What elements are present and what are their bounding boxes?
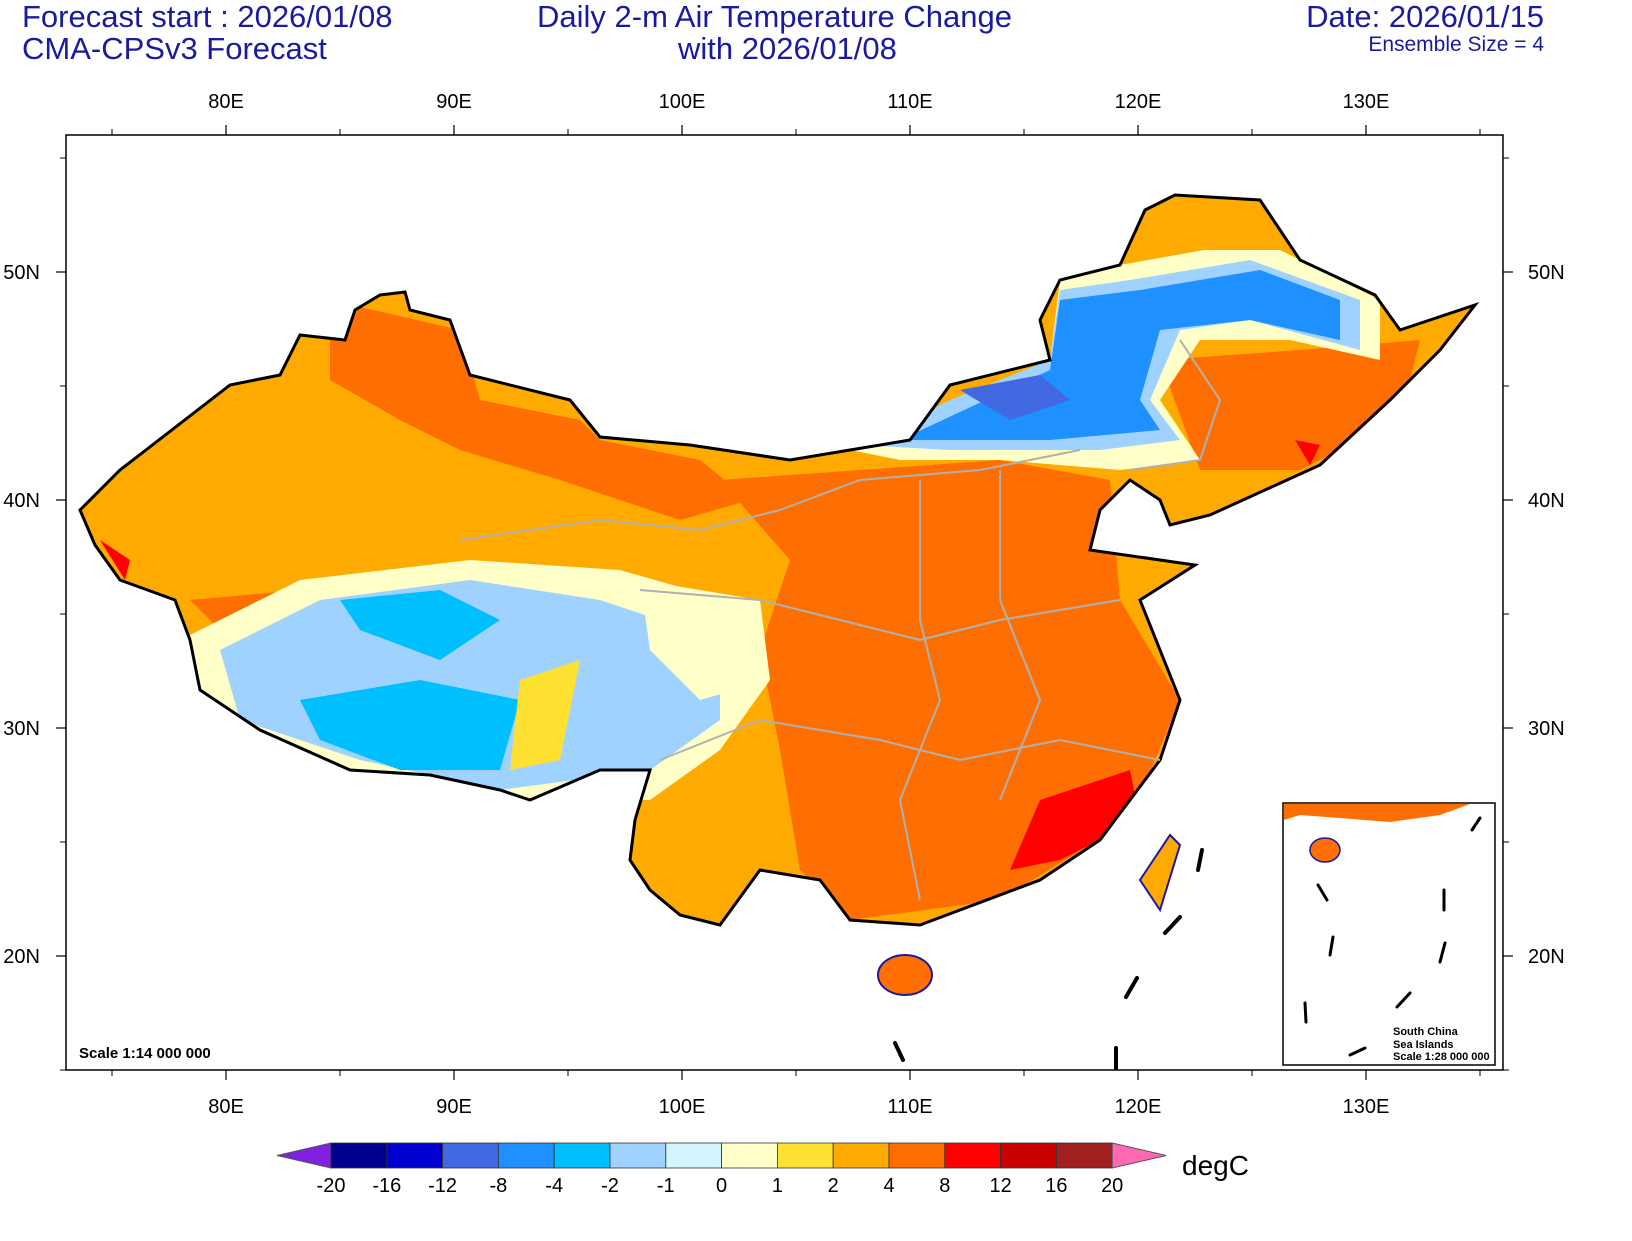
colorbar-label: 20 bbox=[1101, 1175, 1123, 1197]
colorbar-swatch bbox=[330, 1142, 388, 1169]
colorbar-label: 4 bbox=[883, 1175, 894, 1197]
colorbar-label: -20 bbox=[317, 1175, 346, 1197]
nine-dash-line bbox=[893, 848, 1204, 1070]
colorbar-label: 0 bbox=[716, 1175, 727, 1197]
lat-label: 40N bbox=[3, 490, 40, 512]
lon-label: 120E bbox=[1115, 91, 1162, 113]
ensemble-size: Ensemble Size = 4 bbox=[1368, 33, 1544, 56]
taiwan-island bbox=[1138, 833, 1182, 913]
colorbar-label: 8 bbox=[939, 1175, 950, 1197]
map-axes: 80E 80E 90E 90E 100E 100E 110E 110E 120E 120E 130E… bbox=[3, 91, 1564, 1118]
inset-scale: Scale 1:28 000 000 bbox=[1393, 1051, 1490, 1063]
colorbar-over-arrow bbox=[1111, 1142, 1167, 1169]
lat-label: 30N bbox=[1528, 718, 1565, 740]
lat-label: 30N bbox=[3, 718, 40, 740]
colorbar-swatch bbox=[442, 1142, 499, 1169]
lat-label: 20N bbox=[3, 946, 40, 968]
colorbar-swatch bbox=[777, 1142, 834, 1169]
model-name: CMA-CPSv3 Forecast bbox=[22, 31, 327, 66]
lat-label: 20N bbox=[1528, 946, 1565, 968]
lon-label: 130E bbox=[1343, 91, 1390, 113]
lon-label: 110E bbox=[887, 91, 932, 113]
lon-label: 80E bbox=[208, 1096, 244, 1118]
inset-title-1: South China bbox=[1393, 1026, 1459, 1038]
colorbar-swatch bbox=[944, 1142, 1001, 1169]
chart-subtitle: with 2026/01/08 bbox=[678, 31, 897, 66]
province-boundaries bbox=[459, 339, 1222, 901]
colorbar-unit: degC bbox=[1182, 1150, 1249, 1181]
colorbar-label: -8 bbox=[490, 1175, 508, 1197]
colorbar-swatch bbox=[1000, 1142, 1057, 1169]
valid-date: Date: 2026/01/15 bbox=[1306, 0, 1544, 34]
colorbar-label: 2 bbox=[828, 1175, 839, 1197]
lon-label: 110E bbox=[887, 1096, 932, 1118]
colorbar-label: 16 bbox=[1045, 1175, 1067, 1197]
colorbar-under-arrow bbox=[276, 1142, 332, 1169]
colorbar-label: -12 bbox=[428, 1175, 457, 1197]
lon-label: 100E bbox=[659, 1096, 706, 1118]
colorbar-label: -4 bbox=[545, 1175, 563, 1197]
colorbar-swatch bbox=[386, 1142, 443, 1169]
south-china-sea-inset: South China Sea Islands Scale 1:28 000 0… bbox=[1282, 802, 1496, 1066]
lat-label: 50N bbox=[3, 262, 40, 284]
colorbar-label: -16 bbox=[372, 1175, 401, 1197]
colorbar-swatch bbox=[553, 1142, 611, 1169]
lon-label: 90E bbox=[436, 91, 472, 113]
lon-label: 80E bbox=[208, 91, 244, 113]
chart-title: Daily 2-m Air Temperature Change bbox=[537, 0, 1012, 34]
colorbar-swatch bbox=[721, 1142, 778, 1169]
colorbar-label: -1 bbox=[657, 1175, 675, 1197]
lat-label: 40N bbox=[1528, 490, 1565, 512]
forecast-start: Forecast start : 2026/01/08 bbox=[22, 0, 393, 34]
colorbar-swatch bbox=[665, 1142, 722, 1169]
lon-label: 90E bbox=[436, 1096, 472, 1118]
hainan-island bbox=[877, 954, 933, 996]
colorbar-label: 12 bbox=[989, 1175, 1011, 1197]
lon-label: 130E bbox=[1343, 1096, 1390, 1118]
colorbar-swatch bbox=[497, 1142, 555, 1169]
colorbar: -20 -16 -12 -8 -4 -2 -1 0 1 2 4 8 12 16 20 bbox=[276, 1142, 1167, 1197]
colorbar-swatch bbox=[888, 1142, 946, 1169]
inset-title-2: Sea Islands bbox=[1393, 1039, 1454, 1051]
colorbar-swatch bbox=[832, 1142, 890, 1169]
lat-label: 50N bbox=[1528, 262, 1565, 284]
lon-label: 100E bbox=[659, 91, 706, 113]
lon-label: 120E bbox=[1115, 1096, 1162, 1118]
map-scale: Scale 1:14 000 000 bbox=[79, 1045, 211, 1062]
colorbar-swatch bbox=[1056, 1142, 1113, 1169]
colorbar-label: -2 bbox=[601, 1175, 619, 1197]
colorbar-label: 1 bbox=[772, 1175, 783, 1197]
colorbar-swatch bbox=[609, 1142, 667, 1169]
